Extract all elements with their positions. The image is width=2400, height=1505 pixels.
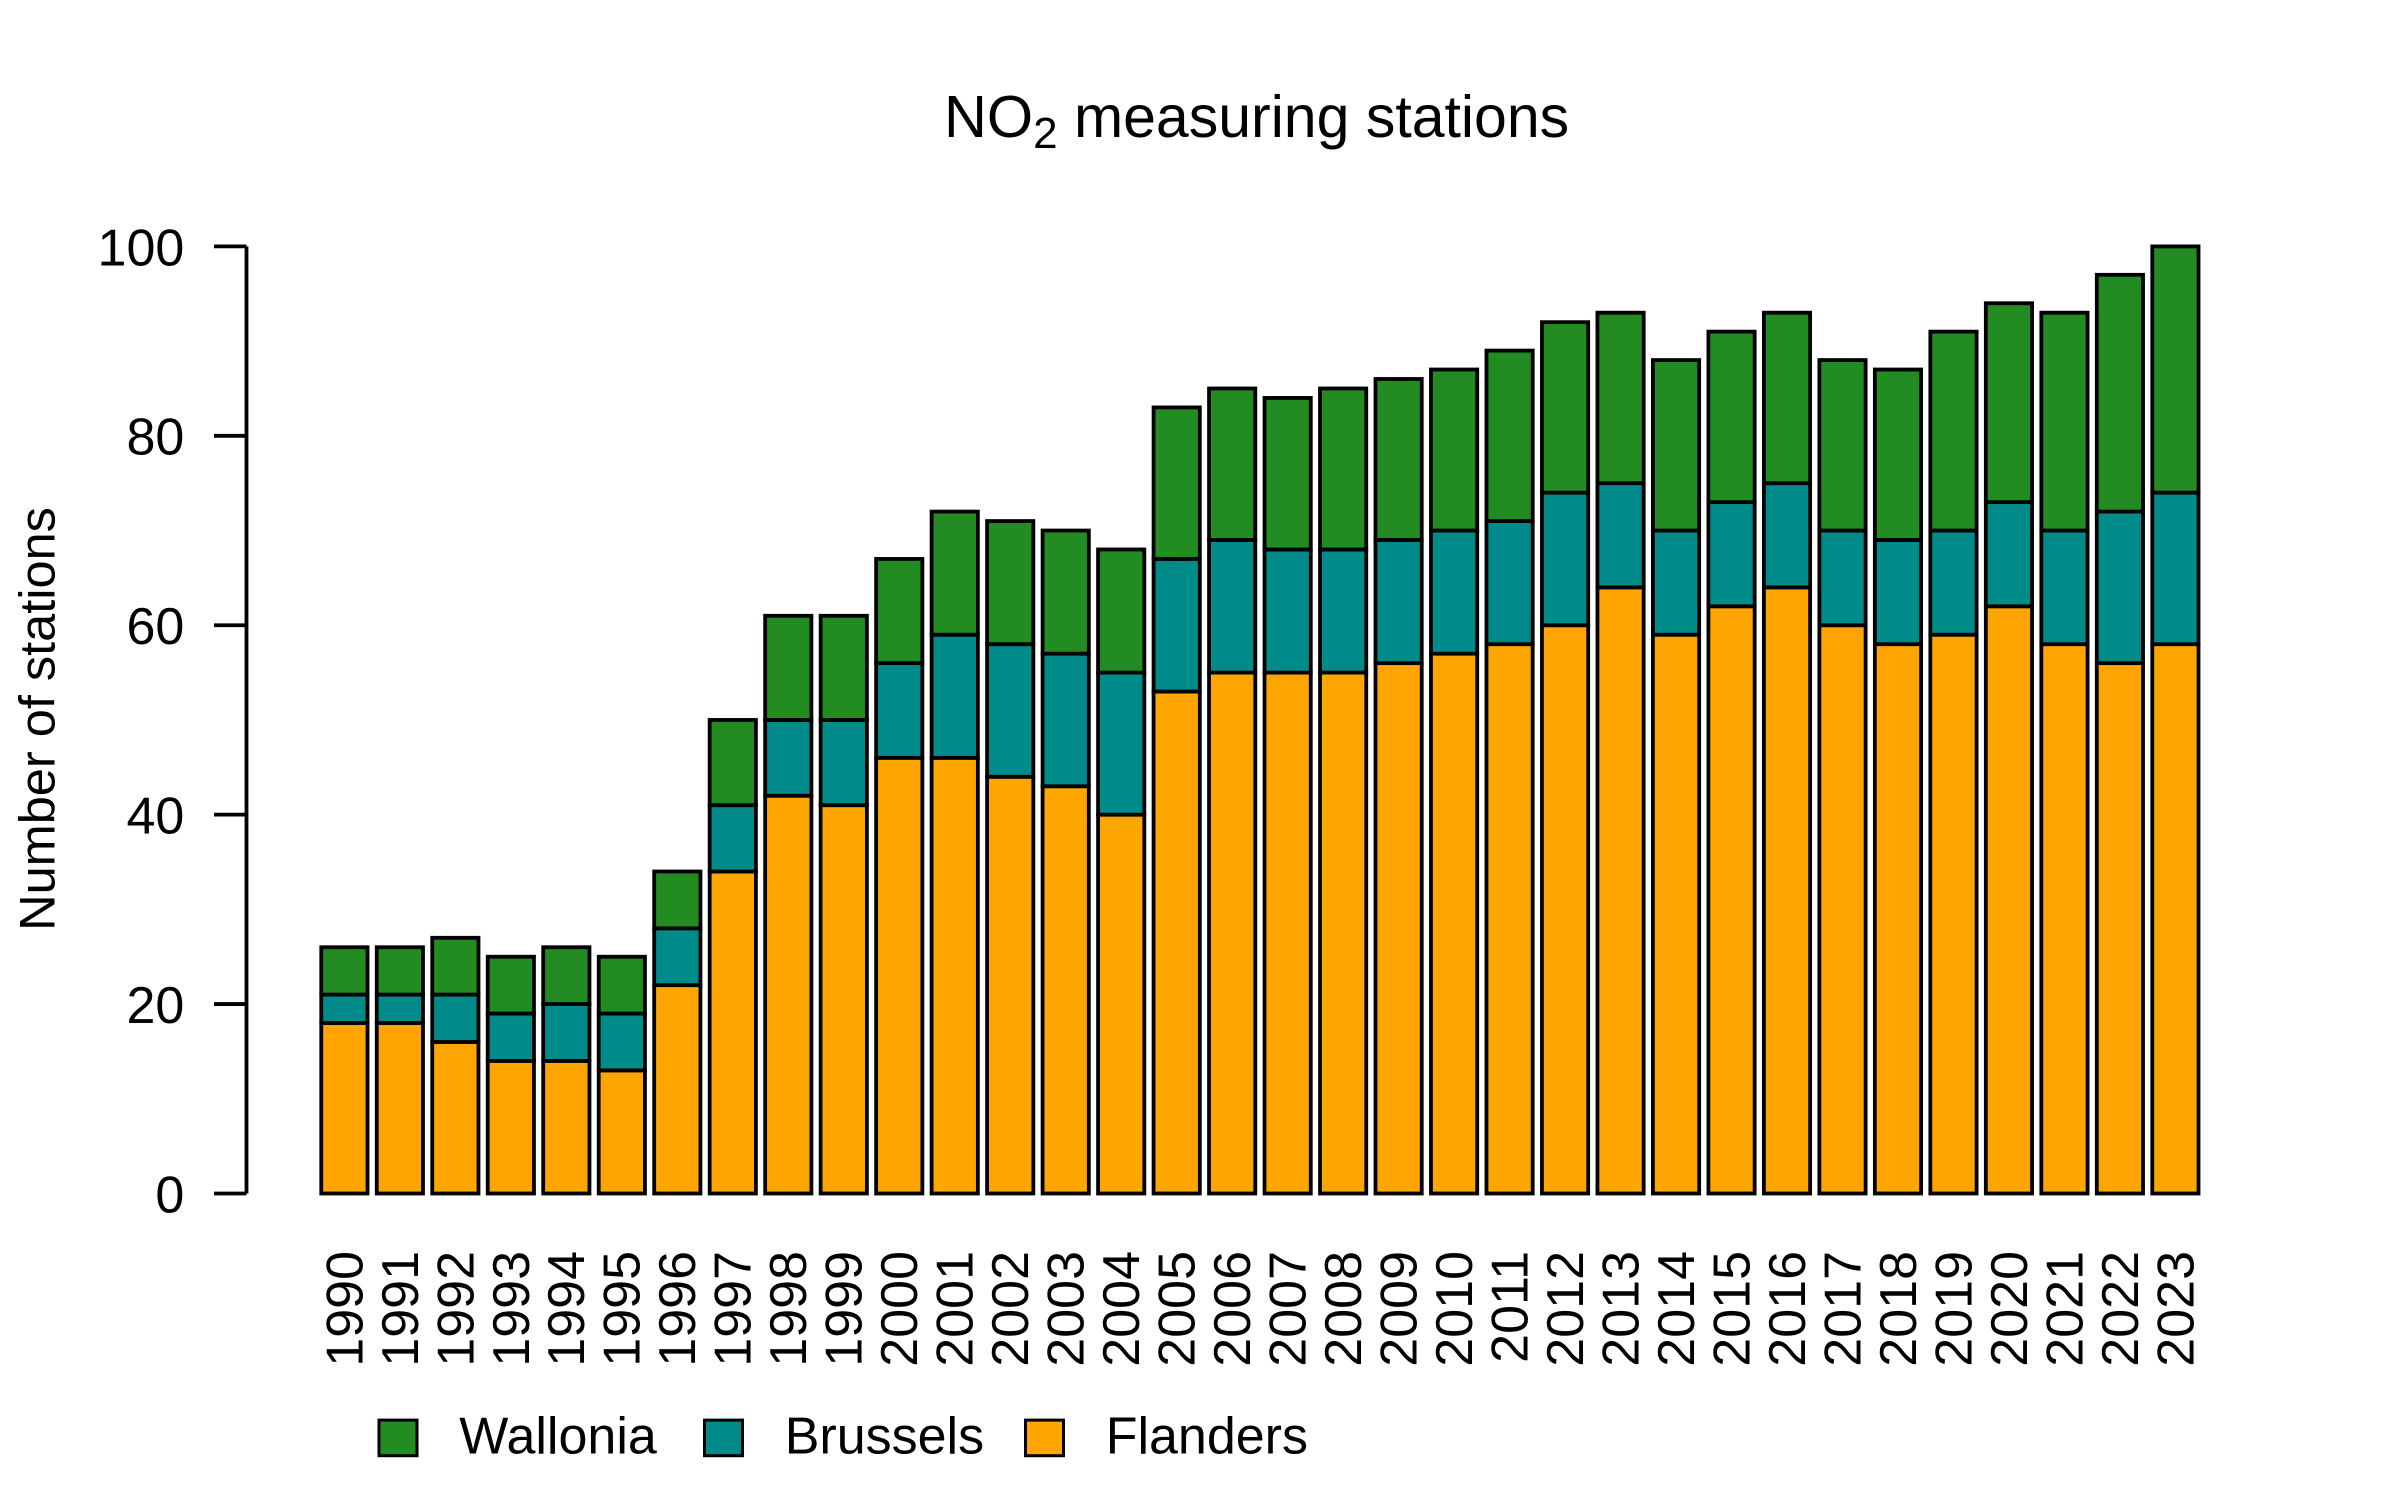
svg-text:2009: 2009: [1371, 1251, 1429, 1367]
svg-text:1991: 1991: [372, 1251, 430, 1367]
svg-text:2014: 2014: [1648, 1251, 1706, 1367]
svg-text:2007: 2007: [1260, 1251, 1318, 1367]
svg-text:1999: 1999: [816, 1251, 874, 1367]
svg-text:2011: 2011: [1481, 1251, 1539, 1363]
svg-text:2006: 2006: [1204, 1251, 1262, 1367]
svg-text:0: 0: [155, 1166, 184, 1224]
svg-text:1996: 1996: [649, 1251, 707, 1367]
svg-text:2003: 2003: [1038, 1251, 1096, 1367]
svg-text:2022: 2022: [2092, 1251, 2150, 1367]
svg-text:40: 40: [126, 788, 184, 846]
svg-text:2000: 2000: [871, 1251, 929, 1367]
svg-text:2023: 2023: [2147, 1251, 2205, 1367]
svg-text:1992: 1992: [427, 1251, 485, 1367]
svg-text:2004: 2004: [1093, 1251, 1151, 1367]
svg-text:2019: 2019: [1925, 1251, 1983, 1367]
svg-text:2017: 2017: [1814, 1251, 1872, 1367]
svg-text:80: 80: [126, 409, 184, 467]
svg-text:Flanders: Flanders: [1106, 1408, 1308, 1466]
svg-text:1990: 1990: [316, 1251, 374, 1367]
svg-text:20: 20: [126, 977, 184, 1035]
svg-text:2016: 2016: [1759, 1251, 1817, 1367]
svg-text:2015: 2015: [1703, 1251, 1761, 1367]
svg-text:2012: 2012: [1537, 1251, 1595, 1367]
svg-text:2018: 2018: [1870, 1251, 1928, 1367]
svg-text:2008: 2008: [1315, 1251, 1373, 1367]
svg-text:1997: 1997: [705, 1251, 763, 1367]
svg-text:Number of stations: Number of stations: [9, 507, 66, 931]
svg-text:1998: 1998: [760, 1251, 818, 1367]
svg-text:1994: 1994: [538, 1251, 596, 1367]
svg-text:1993: 1993: [483, 1251, 541, 1367]
svg-text:2010: 2010: [1426, 1251, 1484, 1367]
svg-text:2001: 2001: [927, 1251, 985, 1367]
svg-text:2002: 2002: [982, 1251, 1040, 1367]
svg-text:2020: 2020: [1981, 1251, 2039, 1367]
svg-text:2005: 2005: [1149, 1251, 1207, 1367]
svg-text:2021: 2021: [2036, 1251, 2094, 1367]
svg-text:60: 60: [126, 598, 184, 656]
svg-text:Wallonia: Wallonia: [459, 1408, 657, 1466]
svg-text:2013: 2013: [1592, 1251, 1650, 1367]
svg-text:100: 100: [98, 219, 185, 277]
svg-text:1995: 1995: [594, 1251, 652, 1367]
svg-text:Brussels: Brussels: [785, 1408, 984, 1466]
